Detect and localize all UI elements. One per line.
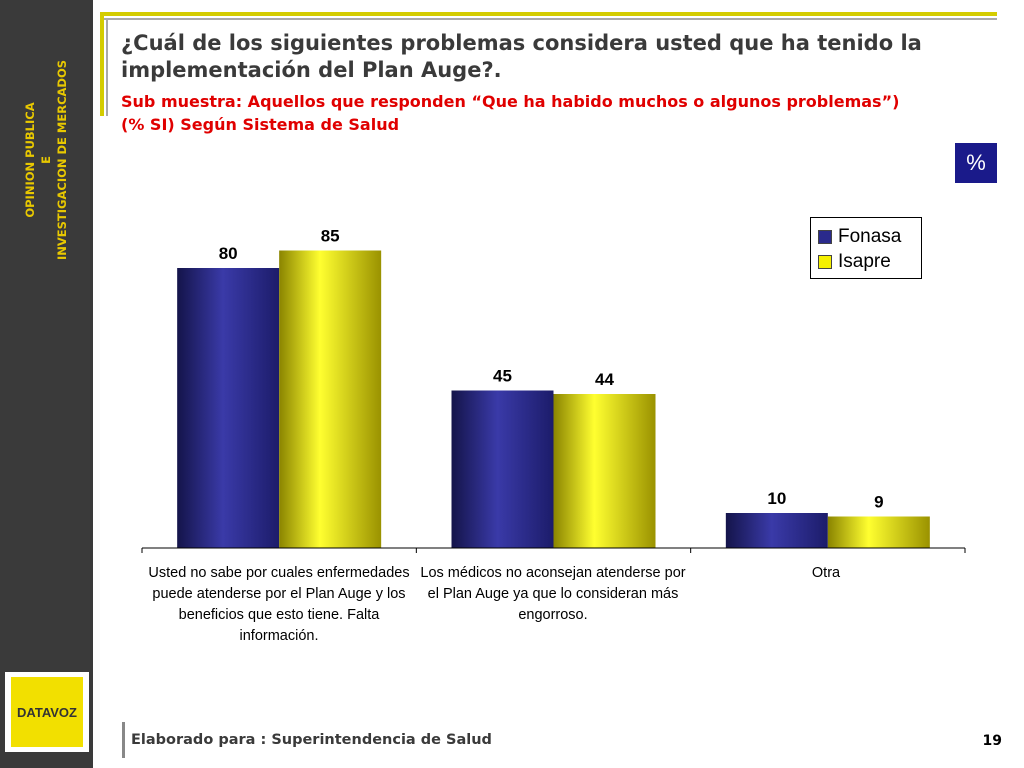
bar-fonasa-1 <box>177 268 280 548</box>
bar-isapre-1 <box>279 250 382 548</box>
data-labels-group: 80 85 45 44 10 9 <box>219 227 884 512</box>
footer-credit: Elaborado para : Superintendencia de Sal… <box>131 732 492 748</box>
legend-label-isapre: Isapre <box>838 251 891 272</box>
page-subtitle: Sub muestra: Aquellos que responden “Que… <box>121 90 1001 136</box>
legend-item-isapre: Isapre <box>818 251 891 273</box>
legend-item-fonasa: Fonasa <box>818 226 901 248</box>
bar-isapre-3 <box>827 516 930 548</box>
data-label-fonasa-2: 45 <box>493 367 512 386</box>
page-title: ¿Cuál de los siguientes problemas consid… <box>121 31 922 82</box>
top-rule-gold <box>100 12 997 16</box>
subtitle-line-2: (% SI) Según Sistema de Salud <box>121 115 400 134</box>
data-label-isapre-2: 44 <box>595 370 614 389</box>
category-label-3: Otra <box>811 565 841 581</box>
legend-swatch-fonasa <box>818 230 832 244</box>
bar-isapre-2 <box>553 394 656 548</box>
legend-label-fonasa: Fonasa <box>838 226 902 247</box>
legend-swatch-isapre <box>818 255 832 269</box>
x-axis <box>141 547 966 553</box>
data-label-fonasa-3: 10 <box>767 489 786 508</box>
bar-fonasa-3 <box>725 513 828 548</box>
left-rule-gray <box>106 18 108 116</box>
category-label-2: Los médicos no aconsejan atenderse por e… <box>420 565 686 623</box>
logo-mark: DATAVOZ <box>11 677 83 747</box>
subtitle-line-1: Sub muestra: Aquellos que responden “Que… <box>121 92 900 111</box>
top-rule-gray <box>100 18 997 20</box>
category-label-1: Usted no sabe por cuales enfermedades pu… <box>148 565 410 644</box>
page-number: 19 <box>982 733 1002 749</box>
data-label-isapre-3: 9 <box>874 493 883 512</box>
data-label-isapre-1: 85 <box>321 227 340 246</box>
sidebar: OPINION PUBLICA E INVESTIGACION DE MERCA… <box>0 0 93 768</box>
data-label-fonasa-1: 80 <box>219 244 238 263</box>
footer-divider <box>122 722 125 758</box>
bars-group <box>177 250 930 548</box>
left-rule-gold <box>100 12 104 116</box>
bar-fonasa-2 <box>451 390 554 548</box>
datavoz-logo: DATAVOZ <box>5 672 89 752</box>
chart-legend: Fonasa Isapre <box>810 217 922 279</box>
percent-badge: % <box>955 143 997 183</box>
